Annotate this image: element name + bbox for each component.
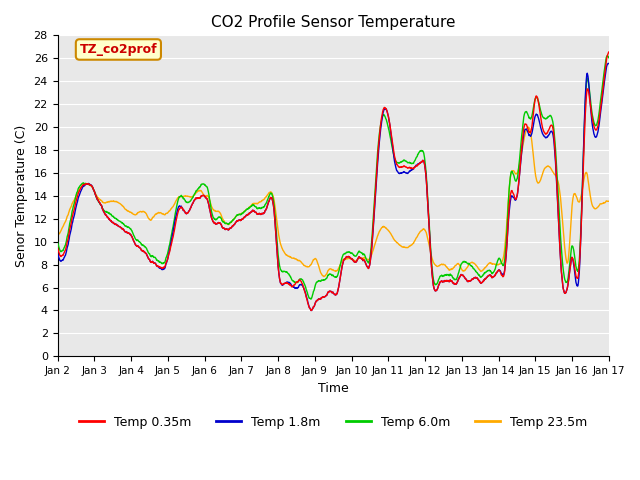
Temp 1.8m xyxy=(589,125,596,131)
Temp 6.0m xyxy=(54,239,61,245)
Temp 0.35m xyxy=(54,245,61,251)
Temp 6.0m xyxy=(589,115,596,120)
Temp 6.0m xyxy=(82,180,90,186)
Temp 0.35m xyxy=(307,308,315,313)
Temp 23.5m xyxy=(322,272,330,278)
Temp 6.0m xyxy=(605,55,612,60)
Temp 1.8m xyxy=(604,60,612,66)
X-axis label: Time: Time xyxy=(318,382,349,395)
Temp 0.35m xyxy=(488,275,495,280)
Temp 1.8m xyxy=(82,181,90,187)
Temp 0.35m xyxy=(307,308,315,313)
Temp 6.0m xyxy=(322,276,330,282)
Temp 6.0m xyxy=(307,296,315,302)
Line: Temp 6.0m: Temp 6.0m xyxy=(58,56,609,299)
Temp 23.5m xyxy=(524,124,532,130)
Temp 1.8m xyxy=(54,251,61,256)
Temp 1.8m xyxy=(308,308,316,313)
Temp 1.8m xyxy=(322,293,330,299)
Temp 23.5m xyxy=(589,204,597,210)
Temp 1.8m xyxy=(307,308,315,313)
Temp 23.5m xyxy=(605,198,612,204)
Line: Temp 1.8m: Temp 1.8m xyxy=(58,63,609,311)
Temp 1.8m xyxy=(488,275,495,280)
Temp 0.35m xyxy=(322,293,330,299)
Temp 23.5m xyxy=(589,204,597,210)
Temp 23.5m xyxy=(307,262,315,268)
Temp 23.5m xyxy=(320,274,328,279)
Temp 0.35m xyxy=(605,49,612,55)
Line: Temp 0.35m: Temp 0.35m xyxy=(58,52,609,311)
Legend: Temp 0.35m, Temp 1.8m, Temp 6.0m, Temp 23.5m: Temp 0.35m, Temp 1.8m, Temp 6.0m, Temp 2… xyxy=(74,411,593,434)
Y-axis label: Senor Temperature (C): Senor Temperature (C) xyxy=(15,125,28,267)
Temp 1.8m xyxy=(605,60,612,66)
Temp 0.35m xyxy=(589,119,597,125)
Temp 23.5m xyxy=(54,233,61,239)
Temp 23.5m xyxy=(82,181,90,187)
Temp 0.35m xyxy=(82,181,90,187)
Temp 1.8m xyxy=(589,126,597,132)
Temp 6.0m xyxy=(604,53,611,59)
Temp 23.5m xyxy=(488,261,495,267)
Temp 0.35m xyxy=(589,118,596,124)
Temp 6.0m xyxy=(307,296,315,301)
Temp 6.0m xyxy=(488,271,495,276)
Title: CO2 Profile Sensor Temperature: CO2 Profile Sensor Temperature xyxy=(211,15,456,30)
Line: Temp 23.5m: Temp 23.5m xyxy=(58,127,609,276)
Text: TZ_co2prof: TZ_co2prof xyxy=(79,43,157,56)
Temp 6.0m xyxy=(589,116,597,121)
